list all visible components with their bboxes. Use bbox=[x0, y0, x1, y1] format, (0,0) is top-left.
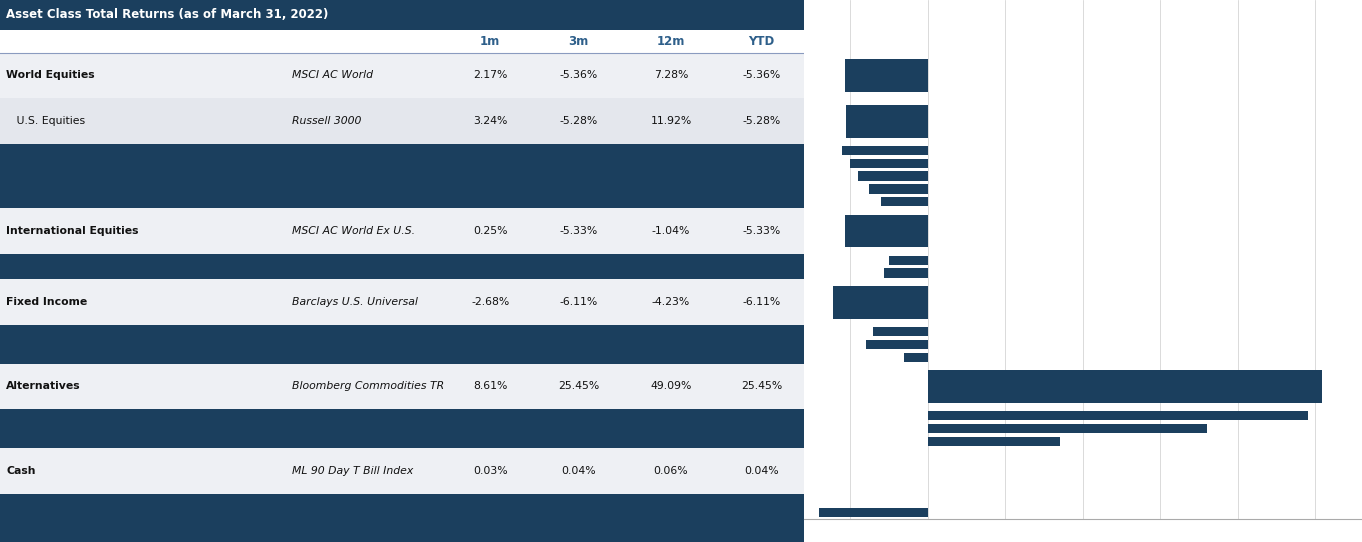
Bar bbox=[0, 325, 804, 338]
Text: -2.68%: -2.68% bbox=[471, 298, 509, 307]
Bar bbox=[858, 171, 928, 180]
Bar bbox=[0, 338, 804, 351]
Text: -6.11%: -6.11% bbox=[560, 298, 598, 307]
Text: MSCI AC World Ex U.S.: MSCI AC World Ex U.S. bbox=[291, 226, 415, 236]
Text: 8.61%: 8.61% bbox=[473, 382, 508, 391]
Text: MSCI AC World: MSCI AC World bbox=[291, 70, 373, 80]
Bar bbox=[904, 353, 928, 362]
Bar bbox=[0, 53, 804, 98]
Bar bbox=[846, 105, 928, 138]
Bar bbox=[0, 183, 804, 195]
Bar bbox=[844, 215, 928, 248]
Text: 2.17%: 2.17% bbox=[473, 70, 508, 80]
Bar bbox=[0, 448, 804, 494]
Text: -6.11%: -6.11% bbox=[742, 298, 780, 307]
Bar bbox=[0, 422, 804, 435]
Bar bbox=[928, 424, 1207, 433]
Bar bbox=[0, 280, 804, 325]
Text: 1m: 1m bbox=[479, 35, 500, 48]
Text: 12m: 12m bbox=[656, 35, 685, 48]
Bar bbox=[844, 59, 928, 92]
Text: -5.36%: -5.36% bbox=[742, 70, 780, 80]
Text: -5.33%: -5.33% bbox=[742, 226, 780, 236]
Bar bbox=[0, 30, 804, 53]
Text: U.S. Equities: U.S. Equities bbox=[7, 116, 86, 126]
Bar bbox=[881, 197, 928, 207]
Text: International Equities: International Equities bbox=[7, 226, 139, 236]
Bar bbox=[884, 268, 928, 278]
Text: 0.25%: 0.25% bbox=[473, 226, 508, 236]
Text: 25.45%: 25.45% bbox=[558, 382, 599, 391]
Bar bbox=[0, 254, 804, 267]
Bar bbox=[819, 508, 928, 517]
Bar bbox=[928, 411, 1308, 421]
Bar bbox=[850, 159, 928, 168]
Bar bbox=[928, 370, 1323, 403]
Text: Asset Class Total Returns (as of March 31, 2022): Asset Class Total Returns (as of March 3… bbox=[7, 8, 328, 21]
Text: 7.28%: 7.28% bbox=[654, 70, 688, 80]
Bar bbox=[869, 184, 928, 193]
Text: 3.24%: 3.24% bbox=[473, 116, 508, 126]
Bar bbox=[0, 409, 804, 422]
Bar bbox=[0, 208, 804, 254]
Text: 25.45%: 25.45% bbox=[741, 382, 782, 391]
Bar bbox=[0, 494, 804, 506]
Text: 0.04%: 0.04% bbox=[744, 466, 779, 476]
Bar bbox=[0, 98, 804, 144]
Text: -5.36%: -5.36% bbox=[560, 70, 598, 80]
Text: YTD: YTD bbox=[748, 35, 775, 48]
Text: 3m: 3m bbox=[568, 35, 588, 48]
Text: ML 90 Day T Bill Index: ML 90 Day T Bill Index bbox=[291, 466, 413, 476]
Bar bbox=[0, 519, 804, 542]
Bar bbox=[889, 256, 928, 265]
Bar bbox=[0, 506, 804, 519]
Bar bbox=[0, 170, 804, 183]
Text: Alternatives: Alternatives bbox=[7, 382, 82, 391]
Bar bbox=[0, 195, 804, 208]
Bar bbox=[804, 519, 1362, 542]
Bar bbox=[842, 146, 928, 155]
Bar bbox=[0, 267, 804, 280]
Bar bbox=[0, 364, 804, 409]
Bar bbox=[0, 351, 804, 364]
Text: Fixed Income: Fixed Income bbox=[7, 298, 87, 307]
Bar bbox=[0, 435, 804, 448]
Bar bbox=[834, 286, 928, 319]
Text: 11.92%: 11.92% bbox=[651, 116, 692, 126]
Text: Cash: Cash bbox=[7, 466, 35, 476]
Bar bbox=[873, 327, 928, 336]
Bar bbox=[0, 144, 804, 157]
Text: -5.33%: -5.33% bbox=[560, 226, 598, 236]
Bar bbox=[928, 437, 1060, 446]
Text: 49.09%: 49.09% bbox=[650, 382, 692, 391]
Text: Russell 3000: Russell 3000 bbox=[291, 116, 361, 126]
Text: 0.03%: 0.03% bbox=[473, 466, 508, 476]
Text: 0.04%: 0.04% bbox=[561, 466, 597, 476]
Text: -1.04%: -1.04% bbox=[652, 226, 691, 236]
Text: Barclays U.S. Universal: Barclays U.S. Universal bbox=[291, 298, 418, 307]
Text: 0.06%: 0.06% bbox=[654, 466, 688, 476]
Bar bbox=[0, 157, 804, 170]
Text: -5.28%: -5.28% bbox=[560, 116, 598, 126]
Text: -4.23%: -4.23% bbox=[652, 298, 691, 307]
Text: World Equities: World Equities bbox=[7, 70, 95, 80]
Bar bbox=[866, 340, 928, 349]
Bar bbox=[0, 0, 804, 30]
Text: Bloomberg Commodities TR: Bloomberg Commodities TR bbox=[291, 382, 444, 391]
Text: -5.28%: -5.28% bbox=[742, 116, 780, 126]
